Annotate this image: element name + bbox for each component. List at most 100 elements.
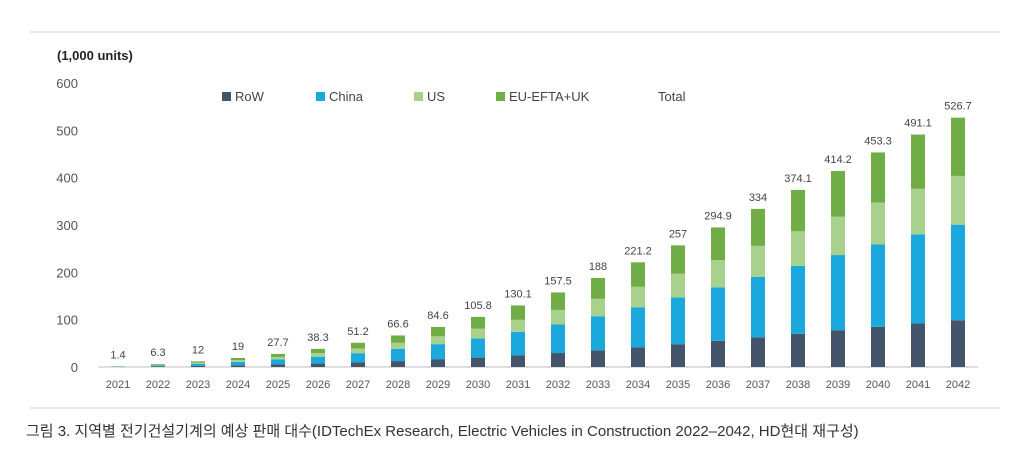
total-label: 130.1 [504,288,532,300]
bar-segment-us-2022 [151,364,165,366]
bar-segment-us-2034 [631,286,645,308]
bar-segment-row-2031 [511,355,525,367]
bar-segment-china-2024 [231,361,245,366]
total-label: 526.7 [944,101,972,113]
bar-segment-eu-efta-uk-2037 [751,208,765,246]
bar-segment-eu-efta-uk-2036 [711,227,725,261]
bar-segment-us-2037 [751,245,765,277]
x-tick-label: 2040 [866,379,890,391]
bar-segment-us-2030 [471,328,485,339]
legend-swatch [496,92,505,101]
total-label: 453.3 [864,135,892,147]
bar-segment-china-2022 [151,365,165,367]
bar-segment-row-2037 [751,337,765,367]
bar-segment-us-2038 [791,231,805,266]
legend-item: US [414,89,445,104]
total-label: 66.6 [387,318,408,330]
bar-segment-row-2042 [951,320,965,367]
bar-segment-eu-efta-uk-2034 [631,262,645,287]
total-label: 257 [669,228,687,240]
bar-segment-china-2039 [831,255,845,331]
total-label: 374.1 [784,173,812,185]
legend-item: EU-EFTA+UK [496,89,590,104]
x-tick-label: 2037 [746,379,770,391]
bar-segment-row-2023 [191,365,205,367]
y-tick-label: 600 [56,76,78,91]
x-tick-label: 2039 [826,379,850,391]
x-tick-label: 2035 [666,379,690,391]
bar-segment-row-2027 [351,362,365,367]
bar-segment-china-2030 [471,338,485,358]
x-tick-label: 2028 [386,379,410,391]
bar-segment-row-2026 [311,363,325,367]
bar-segment-row-2032 [551,353,565,367]
legend: RoW China US EU-EFTA+UK Total [222,89,686,104]
bar-segment-china-2028 [391,349,405,362]
x-tick-label: 2032 [546,379,570,391]
bar-segment-row-2025 [271,364,285,367]
bar-segment-eu-efta-uk-2030 [471,316,485,329]
bar-segment-eu-efta-uk-2029 [431,326,445,337]
bar-segment-eu-efta-uk-2040 [871,152,885,203]
x-tick-label: 2021 [106,379,130,391]
bar-segment-row-2040 [871,326,885,367]
y-tick-label: 0 [71,360,78,375]
bar-segment-row-2038 [791,333,805,367]
total-label: 414.2 [824,154,852,166]
bar-segment-china-2032 [551,324,565,354]
bar-segment-eu-efta-uk-2035 [671,245,685,274]
x-tick-label: 2031 [506,379,530,391]
bar-segment-us-2033 [591,298,605,317]
total-label: 105.8 [464,300,492,312]
legend-item: RoW [222,89,265,104]
bar-segment-row-2022 [151,366,165,367]
bar-segment-us-2036 [711,260,725,288]
legend-label: Total [658,89,686,104]
x-tick-label: 2023 [186,379,210,391]
bar-segment-china-2036 [711,287,725,341]
bar-segment-china-2029 [431,344,445,360]
legend-item: Total [658,89,686,104]
bar-segment-eu-efta-uk-2023 [191,361,205,363]
bar-segment-china-2025 [271,359,285,365]
unit-label: (1,000 units) [57,48,133,63]
total-label: 38.3 [307,332,328,344]
y-tick-label: 300 [56,218,78,233]
bar-segment-china-2037 [751,276,765,338]
total-label: 221.2 [624,245,652,257]
bar-segment-eu-efta-uk-2042 [951,117,965,176]
x-tick-label: 2027 [346,379,370,391]
bar-segment-eu-efta-uk-2039 [831,170,845,217]
bar-segment-china-2041 [911,234,925,324]
bar-segment-us-2025 [271,356,285,360]
legend-label: EU-EFTA+UK [509,89,590,104]
total-label: 294.9 [704,210,732,222]
bar-segment-row-2039 [831,330,845,367]
y-axis: 0 100 200 300 400 500 600 [56,76,78,375]
bar-segment-us-2032 [551,309,565,325]
legend-swatch [414,92,423,101]
bar-segment-row-2028 [391,361,405,367]
bar-segment-china-2040 [871,244,885,327]
bars [111,117,965,367]
x-tick-label: 2022 [146,379,170,391]
x-tick-label: 2034 [626,379,650,391]
legend-label: China [329,89,364,104]
x-tick-label: 2033 [586,379,610,391]
bar-segment-china-2034 [631,307,645,348]
bar-segment-row-2035 [671,344,685,367]
bar-segment-us-2040 [871,202,885,245]
x-tick-label: 2030 [466,379,490,391]
legend-label: US [427,89,445,104]
x-tick-label: 2026 [306,379,330,391]
total-label: 157.5 [544,275,572,287]
bar-segment-row-2030 [471,357,485,367]
legend-label: RoW [235,89,265,104]
bar-segment-row-2024 [231,365,245,367]
x-tick-label: 2038 [786,379,810,391]
x-tick-label: 2042 [946,379,970,391]
bar-segment-us-2026 [311,353,325,357]
bar-segment-china-2031 [511,331,525,356]
figure-caption: 그림 3. 지역별 전기건설기계의 예상 판매 대수(IDTechEx Rese… [26,423,859,440]
